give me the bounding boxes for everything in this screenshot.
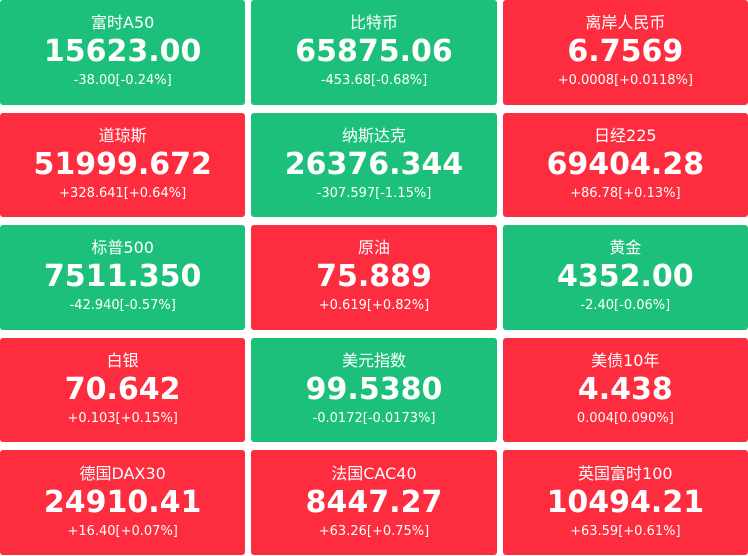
- quote-price: 69404.28: [546, 146, 705, 182]
- quote-tile: 法国CAC40 8447.27 +63.26[+0.75%]: [251, 450, 497, 555]
- quote-name: 原油: [357, 238, 390, 258]
- quote-name: 日经225: [594, 125, 657, 145]
- quote-name: 白银: [106, 351, 139, 371]
- quote-change: +16.40[+0.07%]: [67, 523, 178, 539]
- quote-tile: 标普500 7511.350 -42.940[-0.57%]: [0, 225, 246, 330]
- quote-price: 4352.00: [557, 259, 694, 295]
- quote-tile: 纳斯达克 26376.344 -307.597[-1.15%]: [251, 112, 497, 218]
- quote-price: 99.5380: [305, 372, 443, 408]
- quote-change: -453.68[-0.68%]: [320, 73, 428, 89]
- quote-change: +0.619[+0.82%]: [318, 298, 430, 314]
- quote-tile: 道琼斯 51999.672 +328.641[+0.64%]: [0, 112, 246, 218]
- quote-name: 德国DAX30: [79, 463, 166, 483]
- quote-price: 15623.00: [43, 34, 202, 70]
- quote-price: 6.7569: [567, 34, 684, 70]
- quote-change: -0.0172[-0.0173%]: [312, 411, 436, 427]
- quote-tile: 美债10年 4.438 0.004[0.090%]: [502, 337, 748, 443]
- quote-tile: 美元指数 99.5380 -0.0172[-0.0173%]: [251, 337, 497, 443]
- quote-name: 英国富时100: [578, 463, 673, 483]
- quote-change: +63.59[+0.61%]: [570, 523, 681, 539]
- quote-price: 65875.06: [295, 34, 453, 70]
- quote-change: +0.103[+0.15%]: [67, 411, 178, 427]
- quote-price: 70.642: [64, 372, 181, 408]
- quote-change: +0.0008[+0.0118%]: [557, 73, 693, 89]
- quote-price: 75.889: [316, 259, 432, 295]
- quote-change: -307.597[-1.15%]: [316, 185, 432, 201]
- quote-name: 纳斯达克: [341, 125, 406, 145]
- quote-name: 法国CAC40: [331, 463, 417, 483]
- quote-name: 道琼斯: [98, 125, 147, 145]
- quote-tile: 英国富时100 10494.21 +63.59[+0.61%]: [502, 450, 748, 555]
- quote-price: 24910.41: [43, 484, 202, 520]
- quote-change: -38.00[-0.24%]: [73, 73, 172, 89]
- quote-price: 7511.350: [43, 259, 202, 295]
- quote-change: +86.78[+0.13%]: [570, 185, 681, 201]
- quote-name: 离岸人民币: [585, 13, 666, 33]
- quote-price: 51999.672: [33, 146, 212, 182]
- quote-tile: 富时A50 15623.00 -38.00[-0.24%]: [0, 0, 246, 105]
- quote-name: 比特币: [349, 13, 398, 33]
- quote-change: -2.40[-0.06%]: [580, 298, 671, 314]
- quote-name: 美债10年: [591, 351, 660, 371]
- quote-tile: 白银 70.642 +0.103[+0.15%]: [0, 337, 246, 443]
- quote-tile: 德国DAX30 24910.41 +16.40[+0.07%]: [0, 450, 246, 555]
- quote-name: 富时A50: [91, 13, 155, 33]
- quote-price: 26376.344: [284, 146, 464, 182]
- quote-name: 标普500: [91, 238, 154, 258]
- quote-price: 10494.21: [546, 484, 705, 520]
- quote-tile: 黄金 4352.00 -2.40[-0.06%]: [502, 225, 748, 330]
- quote-price: 4.438: [577, 372, 673, 408]
- quote-change: 0.004[0.090%]: [576, 411, 674, 427]
- quote-change: +63.26[+0.75%]: [318, 523, 430, 539]
- quote-change: -42.940[-0.57%]: [69, 298, 176, 314]
- quote-tile: 离岸人民币 6.7569 +0.0008[+0.0118%]: [502, 0, 748, 105]
- quote-tile: 比特币 65875.06 -453.68[-0.68%]: [251, 0, 497, 105]
- quote-price: 8447.27: [305, 484, 443, 520]
- quote-tile: 日经225 69404.28 +86.78[+0.13%]: [502, 112, 748, 218]
- quote-name: 美元指数: [341, 351, 406, 371]
- quote-tile: 原油 75.889 +0.619[+0.82%]: [251, 225, 497, 330]
- quote-change: +328.641[+0.64%]: [59, 185, 187, 201]
- quote-name: 黄金: [609, 238, 642, 258]
